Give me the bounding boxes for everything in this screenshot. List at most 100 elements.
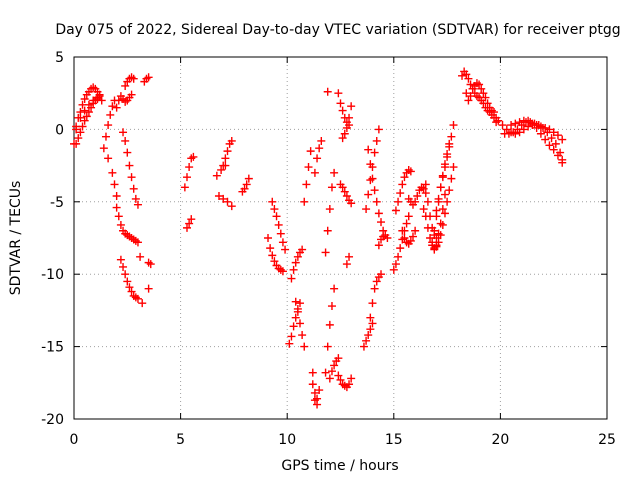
data-point bbox=[440, 190, 449, 199]
data-point bbox=[391, 206, 400, 215]
data-point bbox=[123, 277, 132, 286]
data-point bbox=[549, 145, 558, 154]
data-point bbox=[394, 197, 403, 206]
data-point bbox=[430, 226, 439, 235]
data-point bbox=[377, 218, 386, 227]
series-track-26 bbox=[321, 284, 339, 377]
data-point bbox=[498, 121, 507, 130]
data-point bbox=[362, 205, 371, 214]
data-point bbox=[432, 242, 441, 251]
data-point bbox=[274, 220, 283, 229]
data-point bbox=[443, 152, 452, 161]
series-track-8 bbox=[104, 154, 142, 247]
series-track-7 bbox=[140, 73, 153, 86]
data-point bbox=[300, 197, 309, 206]
series-track-3 bbox=[72, 94, 106, 131]
data-point bbox=[266, 244, 275, 253]
series-track-30 bbox=[336, 180, 356, 208]
data-point bbox=[330, 284, 339, 293]
data-point bbox=[511, 119, 520, 128]
data-point bbox=[285, 339, 294, 348]
data-point bbox=[421, 180, 430, 189]
data-point bbox=[325, 205, 334, 214]
data-point bbox=[129, 184, 138, 193]
series-track-14 bbox=[219, 136, 236, 170]
series-track-9 bbox=[119, 128, 142, 209]
data-point bbox=[84, 100, 93, 109]
data-point bbox=[327, 183, 336, 192]
series-track-37 bbox=[366, 270, 386, 322]
series-track-42 bbox=[404, 183, 430, 209]
data-point bbox=[558, 155, 567, 164]
data-point bbox=[338, 183, 347, 192]
data-point bbox=[398, 180, 407, 189]
data-point bbox=[308, 380, 317, 389]
data-point bbox=[509, 128, 518, 137]
data-point bbox=[287, 274, 296, 283]
data-point bbox=[278, 267, 287, 276]
data-point bbox=[298, 245, 307, 254]
data-point bbox=[411, 197, 420, 206]
data-point bbox=[364, 145, 373, 154]
data-point bbox=[270, 205, 279, 214]
data-point bbox=[438, 205, 447, 214]
x-tick-label: 15 bbox=[385, 432, 403, 448]
data-point bbox=[438, 173, 447, 182]
data-point bbox=[462, 70, 471, 79]
series-track-21 bbox=[287, 245, 307, 283]
data-point bbox=[396, 189, 405, 198]
data-point bbox=[133, 294, 142, 303]
data-point bbox=[334, 371, 343, 380]
data-point bbox=[507, 121, 516, 130]
series-track-49 bbox=[462, 79, 503, 125]
series-track-52 bbox=[507, 116, 567, 164]
data-point bbox=[131, 194, 140, 203]
data-point bbox=[123, 148, 132, 157]
data-point bbox=[366, 160, 375, 169]
series-track-15 bbox=[212, 161, 230, 180]
data-point bbox=[362, 336, 371, 345]
data-point bbox=[104, 121, 113, 130]
series-track-33 bbox=[323, 87, 354, 269]
data-point bbox=[227, 202, 236, 211]
data-point bbox=[221, 154, 230, 163]
data-point bbox=[72, 122, 81, 131]
series-track-17 bbox=[238, 174, 253, 196]
data-point bbox=[325, 320, 334, 329]
data-point bbox=[340, 129, 349, 138]
data-point bbox=[466, 92, 475, 101]
data-point bbox=[293, 252, 302, 261]
data-point bbox=[295, 299, 304, 308]
data-point bbox=[402, 219, 411, 228]
data-point bbox=[558, 135, 567, 144]
data-point bbox=[434, 194, 443, 203]
data-point bbox=[182, 173, 191, 182]
data-point bbox=[551, 139, 560, 148]
data-point bbox=[144, 258, 153, 267]
data-point bbox=[342, 123, 351, 132]
plot-frame bbox=[73, 56, 608, 420]
data-point bbox=[400, 234, 409, 242]
grid bbox=[74, 57, 607, 419]
data-point bbox=[466, 80, 475, 89]
data-point bbox=[110, 180, 119, 189]
data-point bbox=[187, 215, 196, 224]
data-point bbox=[313, 154, 322, 163]
data-point bbox=[323, 342, 332, 351]
data-point bbox=[383, 234, 392, 242]
data-point bbox=[127, 173, 136, 182]
data-point bbox=[536, 129, 545, 138]
data-point bbox=[436, 231, 445, 240]
data-point bbox=[133, 200, 142, 209]
data-point bbox=[364, 190, 373, 199]
data-point bbox=[334, 354, 343, 363]
data-point bbox=[389, 265, 398, 274]
data-point bbox=[338, 134, 347, 143]
data-point bbox=[440, 209, 449, 218]
data-point bbox=[400, 173, 409, 182]
data-point bbox=[445, 186, 454, 195]
data-point bbox=[553, 131, 562, 140]
y-tick-label: 5 bbox=[55, 50, 64, 66]
data-point bbox=[515, 118, 524, 127]
series-track-5 bbox=[112, 90, 136, 112]
